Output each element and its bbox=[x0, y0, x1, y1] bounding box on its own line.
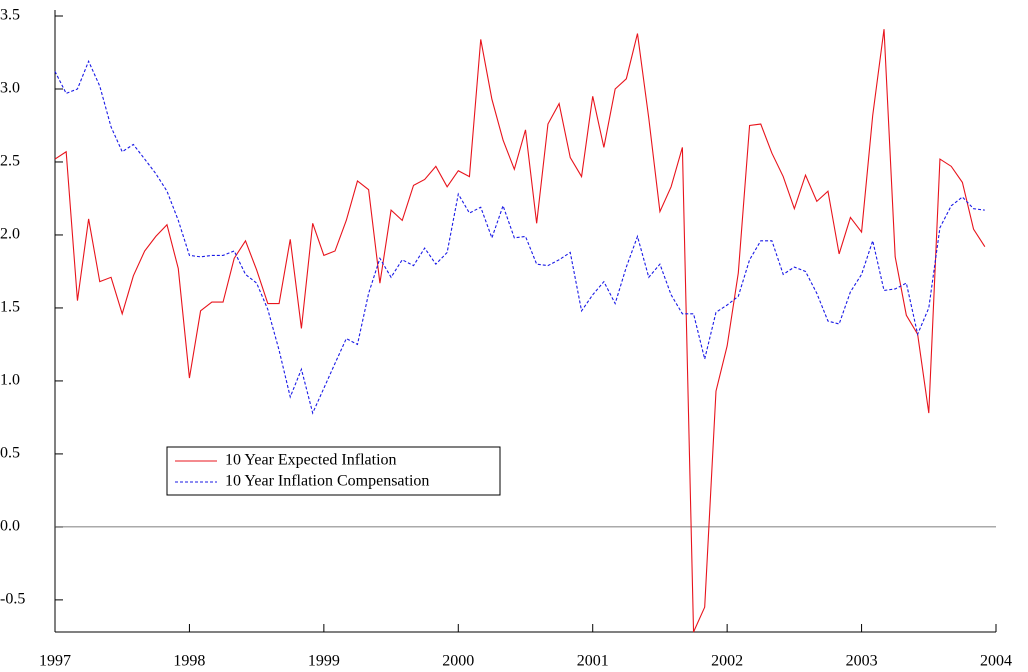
x-tick-label: 1998 bbox=[173, 653, 205, 670]
x-tick-label: 2000 bbox=[442, 653, 474, 670]
y-tick-label: 2.5 bbox=[0, 153, 20, 170]
y-tick-label: 0.5 bbox=[0, 445, 20, 462]
y-tick-label: -0.5 bbox=[0, 591, 25, 608]
series-line bbox=[54, 29, 986, 633]
legend-label: 10 Year Inflation Compensation bbox=[225, 473, 429, 490]
x-tick-label: 2001 bbox=[577, 653, 609, 670]
x-tick-label: 2002 bbox=[711, 653, 743, 670]
x-tick-label: 1999 bbox=[308, 653, 340, 670]
x-tick-label: 1997 bbox=[39, 653, 71, 670]
x-tick-label: 2004 bbox=[980, 653, 1012, 670]
y-tick-label: 1.0 bbox=[0, 372, 20, 389]
legend-label: 10 Year Expected Inflation bbox=[225, 452, 397, 469]
y-tick-label: 1.5 bbox=[0, 299, 20, 316]
y-tick-label: 3.5 bbox=[0, 7, 20, 24]
y-tick-label: 3.0 bbox=[0, 80, 20, 97]
series-line bbox=[54, 59, 985, 415]
x-tick-label: 2003 bbox=[846, 653, 878, 670]
legend-box bbox=[166, 446, 501, 496]
y-tick-label: 2.0 bbox=[0, 226, 20, 243]
y-tick-label: 0.0 bbox=[0, 518, 20, 535]
